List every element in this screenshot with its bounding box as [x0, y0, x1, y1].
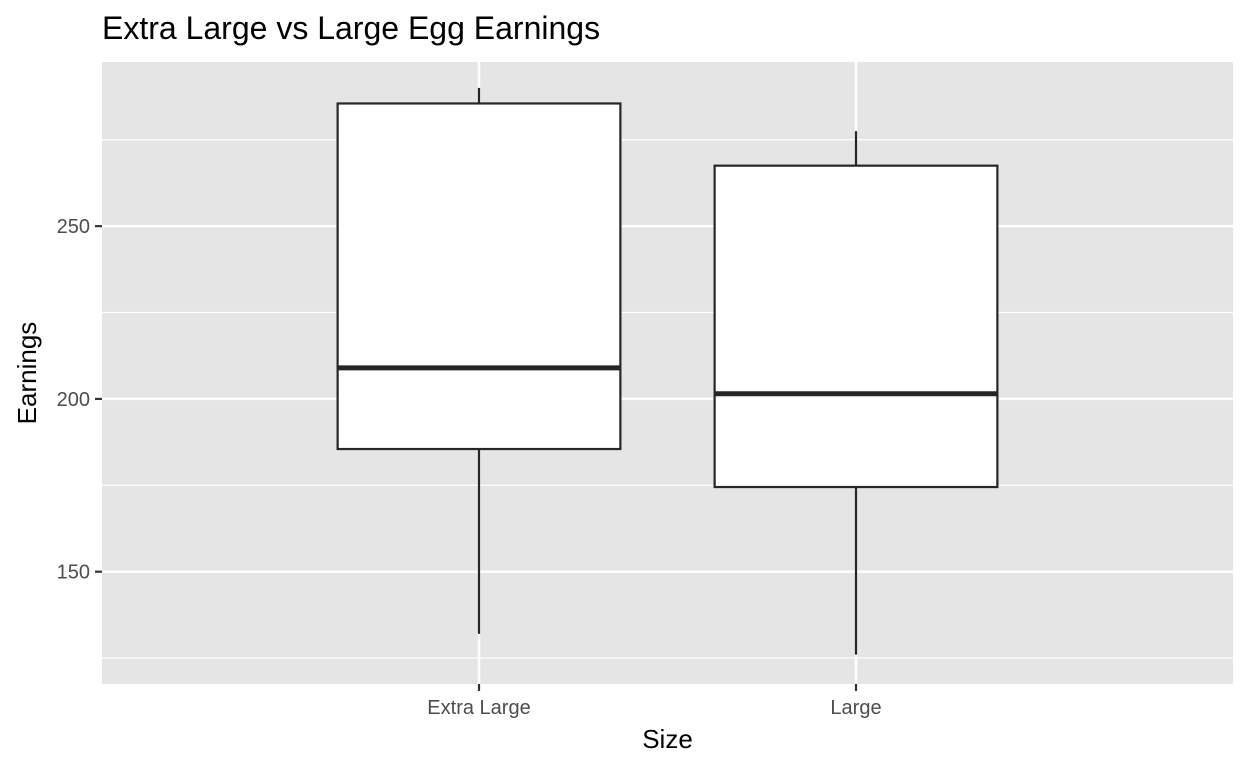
box-iqr [713, 164, 999, 489]
box-iqr [336, 102, 622, 451]
box-large [713, 131, 999, 655]
minor-gridlines [102, 139, 1233, 659]
y-axis: 150 200 250 [57, 216, 102, 584]
plot-panel [102, 62, 1233, 684]
y-tick-label: 200 [57, 389, 90, 411]
x-axis: Extra Large Large [427, 684, 882, 719]
x-axis-title: Size [642, 724, 693, 754]
x-tick-label: Large [830, 697, 881, 719]
box-extra-large [336, 87, 622, 634]
x-tick-label: Extra Large [427, 697, 530, 719]
chart-title: Extra Large vs Large Egg Earnings [102, 10, 600, 46]
y-axis-title: Earnings [12, 322, 42, 425]
boxes [336, 87, 999, 655]
y-tick-label: 150 [57, 562, 90, 584]
y-tick-label: 250 [57, 216, 90, 238]
